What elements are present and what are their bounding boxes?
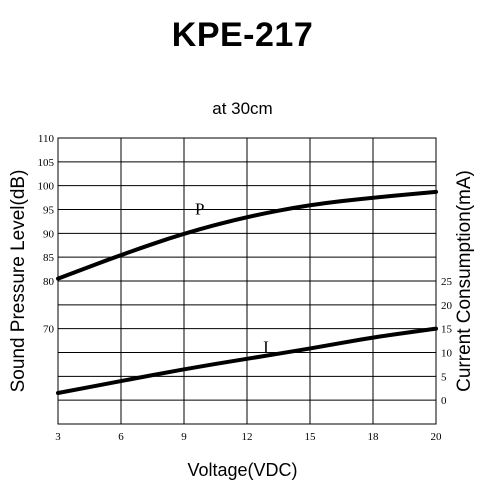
- y-right-tick-label: 5: [441, 371, 447, 383]
- x-tick-label: 20: [431, 431, 443, 443]
- y-left-tick-label: 90: [43, 228, 55, 240]
- y-right-tick-label: 10: [441, 348, 453, 360]
- x-tick-label: 15: [305, 431, 317, 443]
- y-axis-label-right: Current Consumption(mA): [454, 170, 475, 392]
- chart-subtitle: at 30cm: [212, 99, 273, 118]
- series-label-p: P: [195, 200, 204, 219]
- series-line-p: [56, 189, 438, 281]
- y-left-tick-label: 100: [38, 181, 55, 193]
- x-tick-label: 12: [242, 431, 253, 443]
- grid-lines: [58, 138, 436, 424]
- series-label-i: I: [263, 337, 269, 356]
- y-right-tick-label: 25: [441, 276, 453, 288]
- y-left-tick-label: 95: [43, 205, 55, 217]
- y-axis-label-left: Sound Pressure Level(dB): [8, 170, 29, 393]
- x-axis-label: Voltage(VDC): [187, 460, 298, 480]
- y-right-tick-label: 0: [441, 395, 447, 407]
- y-left-tick-label: 85: [43, 252, 55, 264]
- y-right-tick-label: 15: [441, 324, 453, 336]
- series-line-i: [56, 326, 438, 396]
- x-tick-label: 6: [118, 431, 124, 443]
- series-lines: PI: [56, 189, 438, 396]
- y-left-tick-label: 80: [43, 276, 55, 288]
- x-tick-label: 18: [368, 431, 380, 443]
- x-tick-label: 3: [55, 431, 61, 443]
- plot-frame: [57, 137, 437, 425]
- y-left-tick-label: 105: [38, 157, 55, 169]
- y-left-tick-label: 110: [38, 133, 55, 145]
- x-tick-label: 9: [181, 431, 187, 443]
- y-right-tick-label: 20: [441, 300, 453, 312]
- y-left-tick-label: 70: [43, 324, 55, 336]
- chart-title: KPE-217: [171, 16, 314, 54]
